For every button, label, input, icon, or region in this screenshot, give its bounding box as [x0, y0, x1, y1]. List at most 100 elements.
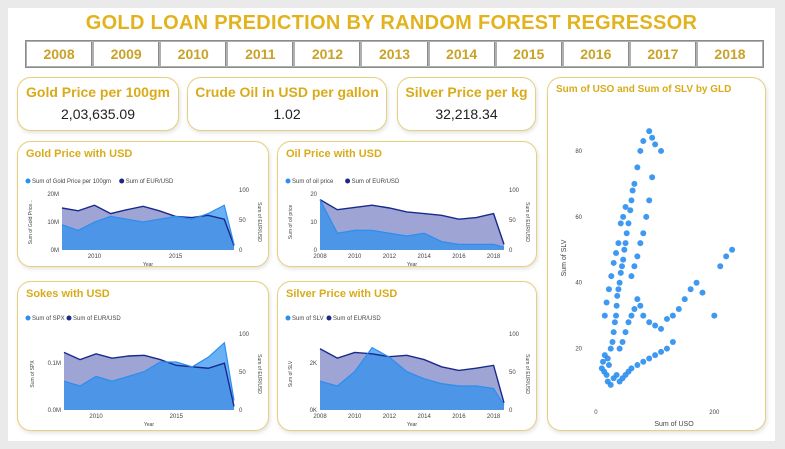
- scatter-point[interactable]: [613, 250, 620, 257]
- scatter-point[interactable]: [620, 256, 627, 263]
- scatter-point[interactable]: [615, 240, 622, 247]
- scatter-point[interactable]: [663, 315, 670, 322]
- scatter-point[interactable]: [699, 289, 706, 296]
- scatter-point[interactable]: [717, 263, 724, 270]
- scatter-point[interactable]: [652, 141, 659, 148]
- scatter-point[interactable]: [628, 197, 635, 204]
- scatter-point[interactable]: [637, 147, 644, 154]
- scatter-point[interactable]: [613, 312, 620, 319]
- scatter-point[interactable]: [613, 371, 620, 378]
- scatter-point[interactable]: [605, 362, 612, 369]
- scatter-point[interactable]: [627, 207, 634, 214]
- year-button-2018[interactable]: 2018: [696, 41, 764, 67]
- scatter-point[interactable]: [637, 302, 644, 309]
- scatter-point[interactable]: [711, 312, 718, 319]
- year-button-2015[interactable]: 2015: [495, 41, 563, 67]
- scatter-point[interactable]: [604, 355, 611, 362]
- scatter-point[interactable]: [649, 134, 656, 141]
- scatter-point[interactable]: [610, 329, 617, 336]
- scatter-point[interactable]: [605, 286, 612, 293]
- scatter-point[interactable]: [628, 365, 635, 372]
- scatter-point[interactable]: [646, 319, 653, 326]
- scatter-point[interactable]: [631, 306, 638, 313]
- scatter-point[interactable]: [618, 263, 625, 270]
- year-button-2012[interactable]: 2012: [294, 41, 362, 67]
- year-button-2010[interactable]: 2010: [160, 41, 228, 67]
- scatter-point[interactable]: [646, 197, 653, 204]
- scatter-point[interactable]: [613, 302, 620, 309]
- scatter-point[interactable]: [663, 345, 670, 352]
- scatter-point[interactable]: [625, 220, 632, 227]
- scatter-point[interactable]: [610, 259, 617, 266]
- scatter-point[interactable]: [675, 306, 682, 313]
- scatter-point[interactable]: [669, 312, 676, 319]
- scatter-point[interactable]: [634, 253, 641, 260]
- scatter-point[interactable]: [623, 230, 630, 237]
- scatter-point[interactable]: [616, 279, 623, 286]
- year-button-2009[interactable]: 2009: [93, 41, 161, 67]
- scatter-point[interactable]: [634, 296, 641, 303]
- scatter-point[interactable]: [658, 325, 665, 332]
- scatter-point[interactable]: [634, 362, 641, 369]
- year-button-2013[interactable]: 2013: [361, 41, 429, 67]
- chart-card-silver[interactable]: Silver Price with USD Sum of SLV Sum of E…: [277, 281, 537, 431]
- year-button-2017[interactable]: 2017: [629, 41, 697, 67]
- scatter-point[interactable]: [617, 220, 624, 227]
- scatter-point[interactable]: [640, 358, 647, 365]
- scatter-point[interactable]: [646, 128, 653, 135]
- scatter-point[interactable]: [628, 312, 635, 319]
- scatter-point[interactable]: [622, 329, 629, 336]
- scatter-point[interactable]: [622, 203, 629, 210]
- chart-card-oil[interactable]: Oil Price with USD Sum of oil price Sum o…: [277, 141, 537, 267]
- chart-card-sokes[interactable]: Sokes with USD Sum of SPX Sum of EUR/USD 0…: [17, 281, 269, 431]
- scatter-point[interactable]: [652, 352, 659, 359]
- scatter-point[interactable]: [600, 358, 607, 365]
- scatter-point[interactable]: [631, 180, 638, 187]
- scatter-point[interactable]: [622, 240, 629, 247]
- scatter-point[interactable]: [640, 312, 647, 319]
- scatter-point[interactable]: [619, 339, 626, 345]
- scatter-point[interactable]: [723, 253, 730, 260]
- scatter-point[interactable]: [621, 246, 628, 253]
- scatter-point[interactable]: [646, 355, 653, 362]
- scatter-point[interactable]: [608, 273, 615, 280]
- year-button-2014[interactable]: 2014: [428, 41, 496, 67]
- scatter-point[interactable]: [603, 371, 610, 378]
- scatter-point[interactable]: [616, 345, 623, 352]
- chart-oil-svg: Sum of oil price Sum of EUR/USD2010010050…: [285, 178, 530, 266]
- scatter-point[interactable]: [637, 240, 644, 247]
- scatter-point[interactable]: [640, 230, 647, 237]
- scatter-point[interactable]: [729, 246, 736, 253]
- scatter-point[interactable]: [687, 286, 694, 293]
- scatter-point[interactable]: [643, 213, 650, 220]
- scatter-point[interactable]: [607, 381, 614, 388]
- scatter-point[interactable]: [611, 319, 618, 326]
- year-button-2008[interactable]: 2008: [25, 41, 94, 67]
- year-button-2016[interactable]: 2016: [562, 41, 630, 67]
- scatter-point[interactable]: [609, 339, 616, 345]
- scatter-point[interactable]: [631, 263, 638, 270]
- scatter-point[interactable]: [658, 348, 665, 355]
- scatter-point[interactable]: [649, 174, 656, 181]
- chart-card-gold[interactable]: Gold Price with USD Sum of Gold Price pe…: [17, 141, 269, 267]
- scatter-point[interactable]: [620, 213, 627, 220]
- scatter-point[interactable]: [614, 292, 621, 299]
- scatter-point[interactable]: [607, 345, 614, 352]
- scatter-point[interactable]: [652, 322, 659, 329]
- scatter-point[interactable]: [669, 339, 676, 345]
- chart-card-scatter[interactable]: Sum of USO and Sum of SLV by GLD 80 60 40 2…: [547, 77, 766, 431]
- year-slicer[interactable]: 2008 2009 2010 2011 2012 2013 2014 2015 2016 2017…: [25, 40, 764, 68]
- scatter-point[interactable]: [629, 187, 636, 194]
- scatter-point[interactable]: [625, 319, 632, 326]
- scatter-point[interactable]: [615, 286, 622, 293]
- year-button-2011[interactable]: 2011: [227, 41, 295, 67]
- scatter-point[interactable]: [693, 279, 700, 286]
- scatter-point[interactable]: [617, 269, 624, 276]
- scatter-point[interactable]: [681, 296, 688, 303]
- scatter-point[interactable]: [628, 273, 635, 280]
- scatter-point[interactable]: [640, 138, 647, 145]
- scatter-point[interactable]: [658, 147, 665, 154]
- scatter-point[interactable]: [603, 299, 610, 306]
- scatter-point[interactable]: [634, 164, 641, 171]
- scatter-point[interactable]: [601, 312, 608, 319]
